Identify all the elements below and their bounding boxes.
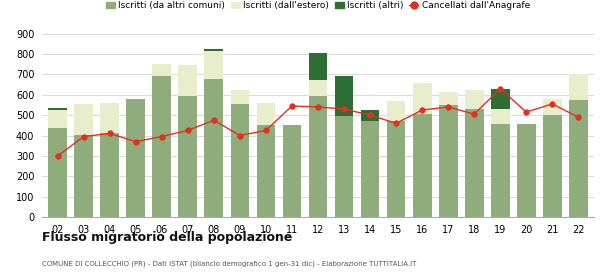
Legend: Iscritti (da altri comuni), Iscritti (dall'estero), Iscritti (altri), Cancellati: Iscritti (da altri comuni), Iscritti (da… xyxy=(102,0,534,14)
Bar xyxy=(283,125,301,217)
Bar xyxy=(74,104,93,134)
Bar xyxy=(100,103,119,134)
Bar xyxy=(178,96,197,217)
Bar xyxy=(48,108,67,110)
Bar xyxy=(517,124,536,217)
Bar xyxy=(413,114,431,217)
Bar xyxy=(205,51,223,80)
Bar xyxy=(491,124,509,217)
Bar xyxy=(361,121,379,217)
Bar xyxy=(335,116,353,217)
Bar xyxy=(230,104,249,217)
Text: COMUNE DI COLLECCHIO (PR) - Dati ISTAT (bilancio demografico 1 gen-31 dic) - Ela: COMUNE DI COLLECCHIO (PR) - Dati ISTAT (… xyxy=(42,260,416,267)
Bar xyxy=(308,53,328,80)
Bar xyxy=(230,90,249,104)
Bar xyxy=(569,100,588,217)
Bar xyxy=(100,134,119,217)
Text: Flusso migratorio della popolazione: Flusso migratorio della popolazione xyxy=(42,231,292,244)
Bar xyxy=(152,64,171,76)
Bar xyxy=(48,129,67,217)
Bar xyxy=(48,110,67,129)
Bar xyxy=(178,65,197,96)
Bar xyxy=(387,101,406,121)
Bar xyxy=(205,49,223,51)
Bar xyxy=(491,89,509,109)
Bar xyxy=(152,76,171,217)
Bar xyxy=(413,83,431,114)
Bar xyxy=(439,92,458,105)
Bar xyxy=(491,109,509,124)
Bar xyxy=(335,76,353,116)
Bar xyxy=(74,134,93,217)
Bar xyxy=(465,90,484,109)
Bar xyxy=(543,99,562,115)
Bar xyxy=(543,115,562,217)
Bar xyxy=(205,80,223,217)
Bar xyxy=(361,110,379,121)
Bar xyxy=(308,96,328,217)
Bar xyxy=(465,109,484,217)
Bar xyxy=(308,80,328,96)
Bar xyxy=(569,74,588,100)
Bar xyxy=(439,105,458,217)
Bar xyxy=(387,121,406,217)
Bar xyxy=(257,125,275,217)
Bar xyxy=(127,99,145,217)
Bar xyxy=(257,103,275,125)
